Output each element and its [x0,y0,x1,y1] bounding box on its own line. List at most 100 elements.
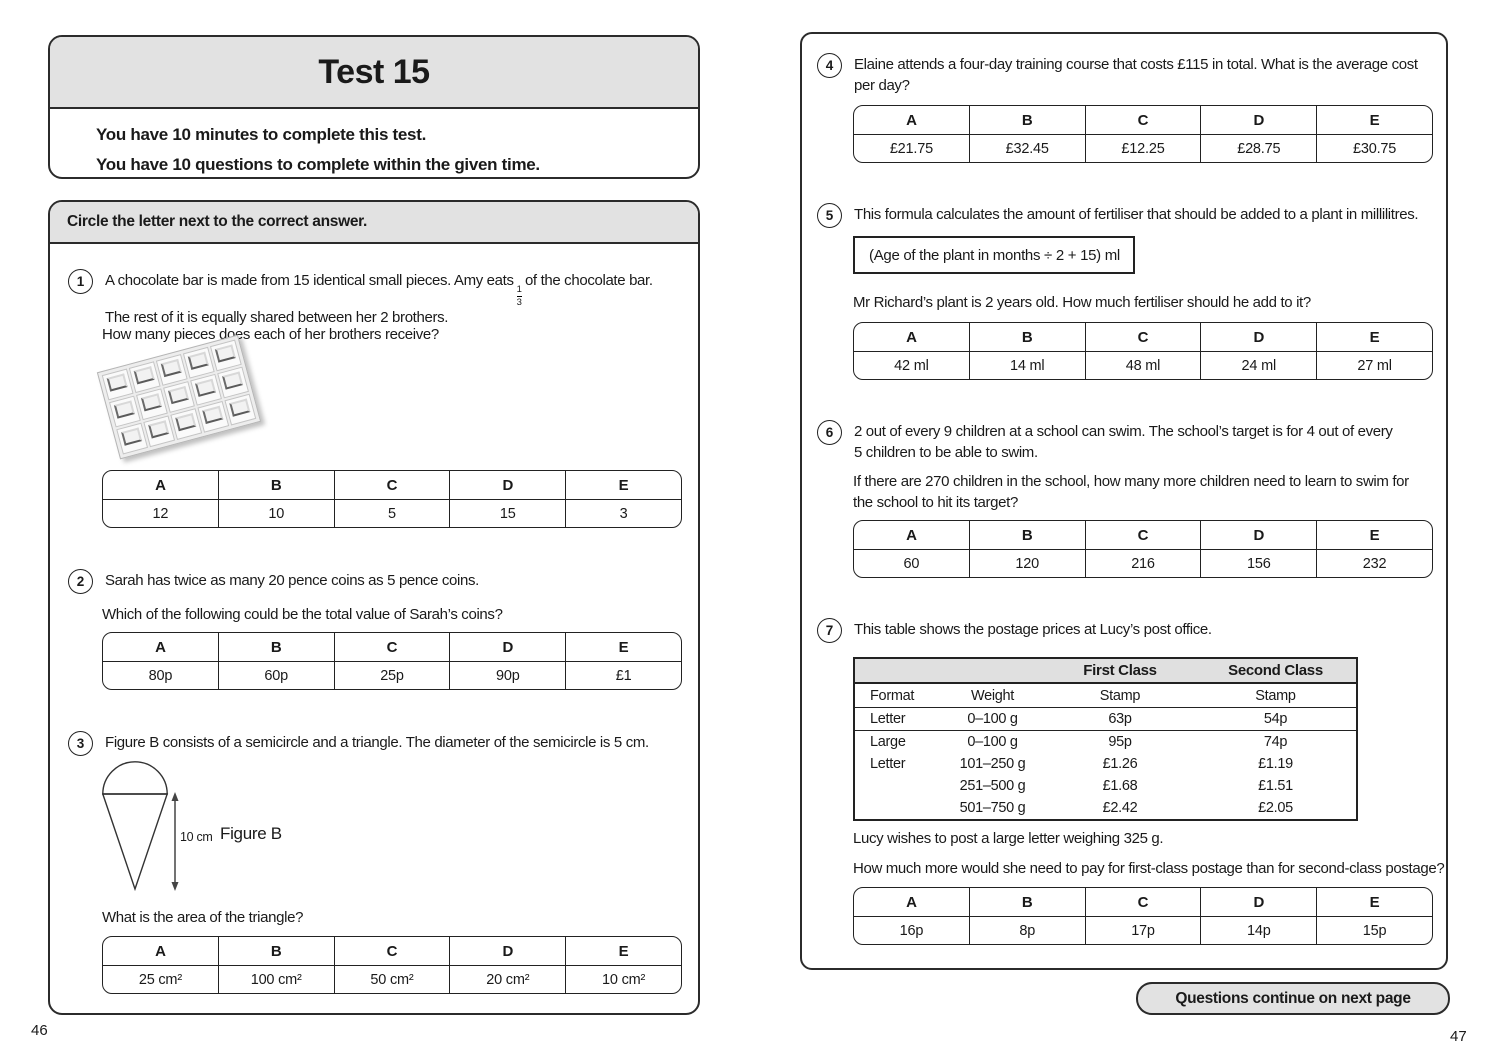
page-number-right: 47 [1450,1028,1467,1045]
option-letter-D[interactable]: D [1200,888,1316,916]
option-value-E[interactable]: £30.75 [1316,135,1432,162]
option-value-C[interactable]: £12.25 [1084,135,1201,162]
option-value-B[interactable]: 60p [217,662,334,689]
option-value-B[interactable]: £32.45 [968,135,1085,162]
option-letter-D[interactable]: D [449,633,565,661]
question-1-answer-table: A B C D E 12 10 5 15 3 [102,470,682,528]
option-value-C[interactable]: 48 ml [1084,352,1201,379]
fertiliser-formula: (Age of the plant in months ÷ 2 + 15) ml [869,246,1120,264]
option-value-A[interactable]: 25 cm² [138,971,182,988]
postage-cell: £1.51 [1258,778,1293,794]
option-value-E[interactable]: £1 [565,662,681,689]
option-letter-B[interactable]: B [217,471,334,499]
option-value-C[interactable]: 50 cm² [333,966,450,993]
option-value-C[interactable]: 216 [1084,550,1201,577]
option-letter-E[interactable]: E [1316,323,1432,351]
option-value-A[interactable]: £21.75 [889,140,933,157]
option-letter-C[interactable]: C [1084,323,1201,351]
question-6-line-2: 5 children to be able to swim. [854,444,1038,461]
option-letter-C[interactable]: C [333,633,450,661]
option-value-C[interactable]: 17p [1084,917,1201,944]
postage-cell: First Class [1083,662,1157,679]
option-value-C[interactable]: 25p [333,662,450,689]
option-value-B[interactable]: 100 cm² [217,966,334,993]
option-letter-E[interactable]: E [565,471,681,499]
option-letter-A[interactable]: A [155,942,166,960]
option-value-D[interactable]: 156 [1200,550,1316,577]
option-letter-D[interactable]: D [1200,521,1316,549]
question-5-answer-table: A B C D E 42 ml 14 ml 48 ml 24 ml 27 ml [853,322,1433,380]
question-6-line-1: 2 out of every 9 children at a school ca… [854,423,1393,440]
option-value-D[interactable]: 90p [449,662,565,689]
option-letter-C[interactable]: C [1084,888,1201,916]
option-value-D[interactable]: 24 ml [1200,352,1316,379]
option-letter-A[interactable]: A [155,476,166,494]
option-letter-C[interactable]: C [333,937,450,965]
option-letter-D[interactable]: D [1200,323,1316,351]
option-value-B[interactable]: 8p [968,917,1085,944]
option-letter-C[interactable]: C [1084,106,1201,134]
option-value-A[interactable]: 12 [152,505,169,522]
question-3-prompt: What is the area of the triangle? [102,909,304,926]
option-letter-A[interactable]: A [906,526,917,544]
option-letter-C[interactable]: C [333,471,450,499]
option-letter-D[interactable]: D [449,937,565,965]
postage-cell [855,775,940,797]
option-letter-A[interactable]: A [155,638,166,656]
option-letter-D[interactable]: D [1200,106,1316,134]
option-value-A[interactable]: 80p [148,667,173,684]
option-value-C[interactable]: 5 [333,500,450,527]
figure-b-dimension-label: 10 cm [180,830,213,844]
chocolate-piece [209,339,242,372]
question-2-line-1: Sarah has twice as many 20 pence coins a… [105,572,479,589]
option-letter-B[interactable]: B [217,937,334,965]
option-letter-E[interactable]: E [1316,106,1432,134]
option-value-E[interactable]: 27 ml [1316,352,1432,379]
option-letter-B[interactable]: B [217,633,334,661]
option-letter-B[interactable]: B [968,323,1085,351]
option-letter-E[interactable]: E [565,937,681,965]
option-letter-B[interactable]: B [968,106,1085,134]
option-value-D[interactable]: £28.75 [1200,135,1316,162]
option-letter-E[interactable]: E [1316,521,1432,549]
option-letter-E[interactable]: E [565,633,681,661]
question-6-answer-table: A B C D E 60 120 216 156 232 [853,520,1433,578]
chocolate-piece [182,346,215,379]
option-letter-D[interactable]: D [449,471,565,499]
question-7-line-3: How much more would she need to pay for … [853,860,1445,877]
option-value-E[interactable]: 15p [1316,917,1432,944]
question-3-answer-table: A B C D E 25 cm² 100 cm² 50 cm² 20 cm² 10 cm² [102,936,682,994]
postage-cell: Letter [870,756,906,772]
option-value-B[interactable]: 14 ml [968,352,1085,379]
option-value-E[interactable]: 3 [565,500,681,527]
option-value-A[interactable]: 42 ml [894,357,929,374]
option-value-B[interactable]: 10 [217,500,334,527]
chocolate-piece [155,354,188,386]
option-value-D[interactable]: 14p [1200,917,1316,944]
option-letter-A[interactable]: A [906,893,917,911]
option-value-A[interactable]: 60 [903,555,920,572]
option-value-E[interactable]: 10 cm² [565,966,681,993]
postage-cell: 501–750 g [959,800,1026,816]
postage-cell: £1.68 [1102,778,1138,794]
option-value-D[interactable]: 20 cm² [449,966,565,993]
option-value-E[interactable]: 232 [1316,550,1432,577]
postage-cell: £2.05 [1258,800,1293,816]
postage-cell: 54p [1263,711,1288,727]
postage-cell: 63p [1108,711,1132,727]
option-letter-B[interactable]: B [968,521,1085,549]
option-letter-E[interactable]: E [1316,888,1432,916]
option-value-B[interactable]: 120 [968,550,1085,577]
postage-cell: Second Class [1228,662,1323,679]
option-letter-A[interactable]: A [906,328,917,346]
question-6-number: 6 [817,420,842,445]
question-4-line-1: Elaine attends a four-day training cours… [854,56,1418,73]
option-value-A[interactable]: 16p [899,922,924,939]
option-letter-B[interactable]: B [968,888,1085,916]
option-letter-C[interactable]: C [1084,521,1201,549]
postage-cell: 74p [1263,734,1288,750]
question-6-line-4: the school to hit its target? [853,494,1018,511]
test-title-bar: Test 15 [50,37,698,109]
option-value-D[interactable]: 15 [449,500,565,527]
option-letter-A[interactable]: A [906,111,917,129]
